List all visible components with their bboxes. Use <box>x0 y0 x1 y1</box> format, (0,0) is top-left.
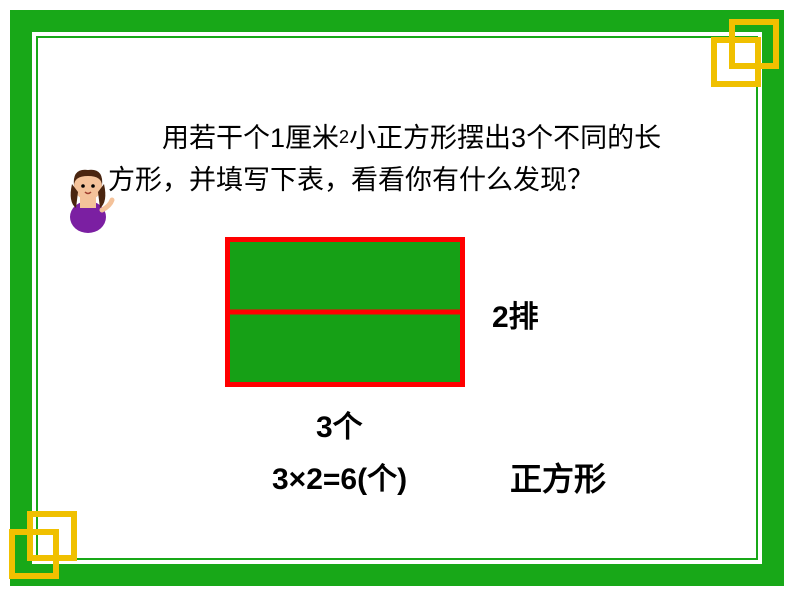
rectangle-grid <box>225 237 465 387</box>
rows-label: 2排 <box>492 292 539 336</box>
prompt-text: 用若干个1厘米2小正方形摆出3个不同的长方形，并填写下表，看看你有什么发现？ <box>108 118 688 202</box>
corner-decoration-bottom-left <box>6 510 86 590</box>
cols-label: 3个 <box>316 402 363 446</box>
equation-text: 3×2=6(个) <box>272 454 407 498</box>
prompt-superscript: 2 <box>339 127 349 147</box>
corner-decoration-top-right <box>708 18 788 98</box>
grid-row-separator <box>230 310 460 315</box>
prompt-part1: 用若干个1厘米 <box>162 123 339 153</box>
shape-name-text: 正方形 <box>510 454 606 500</box>
